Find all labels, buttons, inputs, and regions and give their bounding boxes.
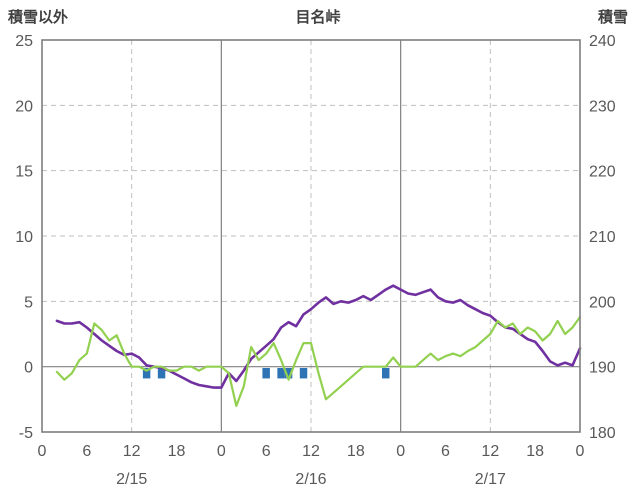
x-axis-tick-label: 12 [481,443,499,460]
x-axis-tick-label: 6 [262,443,271,460]
right-axis-tick-label: 180 [589,425,616,442]
chart-title: 目名峠 [295,9,341,26]
right-axis-tick-label: 210 [589,229,616,246]
right-axis-tick-label: 200 [589,294,616,311]
x-axis-tick-label: 0 [217,443,226,460]
precip-marker-bar [142,367,151,379]
right-axis-tick-label: 220 [589,164,616,181]
left-axis-tick-label: 20 [15,98,33,115]
precip-marker-bar [157,367,166,379]
x-axis-tick-label: 6 [441,443,450,460]
precip-marker-bar [284,367,293,379]
left-axis-tick-label: 15 [15,164,33,181]
left-axis-tick-label: 25 [15,33,33,50]
x-axis-day-label: 2/17 [475,471,506,488]
plot-border [41,39,581,433]
right-axis-tick-label: 190 [589,360,616,377]
right-axis-title: 積雪 [597,9,628,26]
x-axis-tick-label: 0 [396,443,405,460]
left-axis-tick-label: 10 [15,229,33,246]
x-axis-tick-label: 18 [168,443,186,460]
x-axis-day-label: 2/15 [116,471,147,488]
precip-marker-bar [299,367,308,379]
x-axis-tick-label: 18 [347,443,365,460]
right-axis-tick-label: 230 [589,98,616,115]
precip-marker-bar [277,367,285,379]
right-axis-tick-label: 240 [589,33,616,50]
green-line [55,315,582,407]
x-axis-day-label: 2/16 [295,471,326,488]
x-axis-tick-label: 0 [38,443,47,460]
precip-marker-bar [381,367,390,379]
left-axis-title: 積雪以外 [8,9,69,26]
x-axis-tick-label: 12 [302,443,320,460]
x-axis-tick-label: 18 [526,443,544,460]
precip-marker-bar [262,367,270,379]
x-axis-tick-label: 6 [82,443,91,460]
x-axis-tick-label: 0 [576,443,585,460]
purple-line [55,284,582,389]
left-axis-tick-label: 5 [24,294,33,311]
left-axis-tick-label: 0 [24,360,33,377]
left-axis-tick-label: -5 [19,425,33,442]
x-axis-tick-label: 12 [123,443,141,460]
